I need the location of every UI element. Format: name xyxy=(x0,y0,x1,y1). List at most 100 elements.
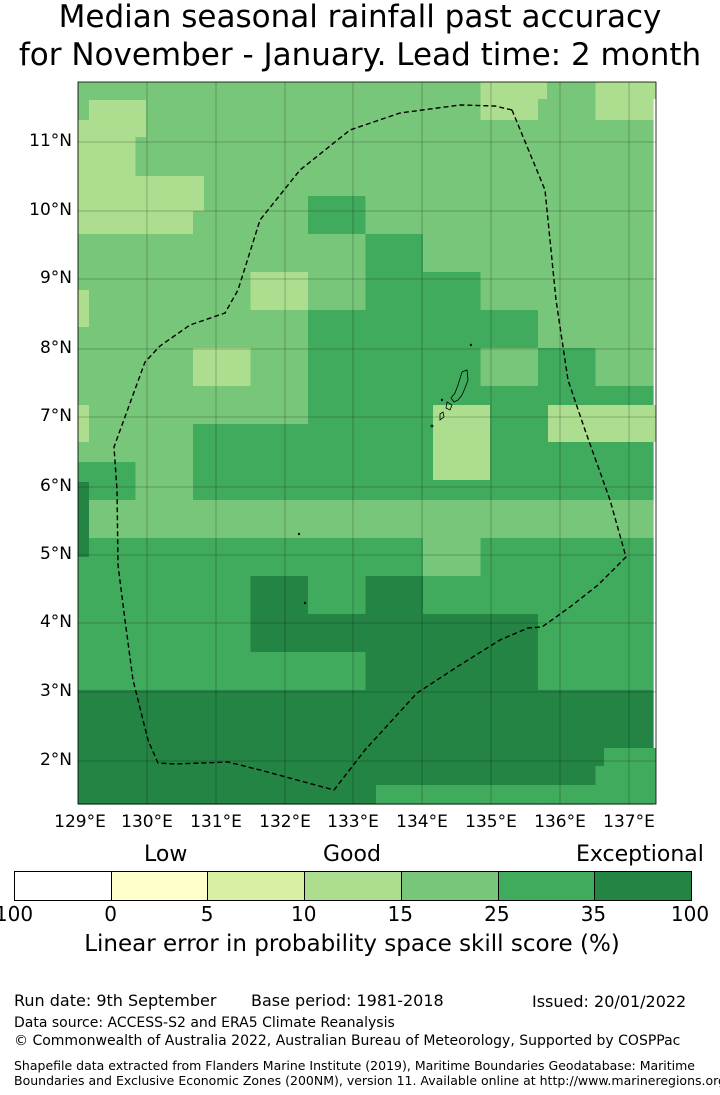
latitude-label: 10°N xyxy=(29,200,72,220)
skill-cell xyxy=(78,728,137,767)
latitude-label: 3°N xyxy=(39,681,72,701)
skill-cell xyxy=(193,120,252,159)
skill-cell xyxy=(423,500,482,539)
skill-cell xyxy=(250,500,309,539)
skill-cell xyxy=(308,690,367,729)
skill-cell xyxy=(250,348,309,387)
skill-cell xyxy=(595,538,654,577)
skill-cell xyxy=(193,462,252,501)
skill-cell xyxy=(595,310,654,349)
longitude-label: 134°E xyxy=(396,812,448,832)
skill-cell xyxy=(365,272,424,311)
skill-cell xyxy=(365,462,424,501)
skill-cell xyxy=(78,652,137,691)
skill-cell xyxy=(193,538,252,577)
skill-score-map xyxy=(77,81,657,805)
skill-cell xyxy=(480,462,539,501)
skill-cell xyxy=(538,538,597,577)
colorbar-tick-label: 10 xyxy=(290,902,317,926)
skill-cell xyxy=(480,272,539,311)
skill-cell xyxy=(250,82,309,121)
skill-cell xyxy=(480,234,539,273)
base-period: Base period: 1981-2018 xyxy=(251,991,444,1010)
skill-cell xyxy=(538,158,597,197)
skill-cell xyxy=(135,728,194,767)
colorbar-segment xyxy=(498,872,596,900)
skill-cell xyxy=(193,310,252,349)
skill-cell xyxy=(595,614,654,653)
latitude-label: 8°N xyxy=(39,338,72,358)
skill-cell xyxy=(308,766,367,805)
skill-cell xyxy=(250,196,309,235)
longitude-label: 130°E xyxy=(121,812,173,832)
skill-cell xyxy=(78,348,137,387)
skill-cell xyxy=(135,386,194,425)
longitude-label: 137°E xyxy=(603,812,655,832)
skill-cell xyxy=(135,576,194,615)
skill-cell xyxy=(423,158,482,197)
skill-cell xyxy=(308,158,367,197)
skill-cell xyxy=(250,538,309,577)
skill-cell xyxy=(423,614,482,653)
skill-cell xyxy=(78,766,137,805)
skill-cell xyxy=(595,690,654,729)
skill-cell xyxy=(538,614,597,653)
skill-cell xyxy=(193,424,252,463)
skill-cell xyxy=(250,462,309,501)
colorbar-segment xyxy=(15,872,112,900)
colorbar-tick-label: 35 xyxy=(580,902,607,926)
longitude-label: 135°E xyxy=(465,812,517,832)
copyright: © Commonwealth of Australia 2022, Austra… xyxy=(14,1033,681,1049)
skill-cell xyxy=(480,538,539,577)
skill-cell xyxy=(78,690,137,729)
skill-cell xyxy=(250,234,309,273)
skill-cell xyxy=(250,690,309,729)
skill-cell xyxy=(365,728,424,767)
skill-cell xyxy=(250,614,309,653)
skill-cell xyxy=(595,500,654,539)
skill-cell xyxy=(480,310,539,349)
skill-cell xyxy=(595,462,654,501)
skill-cell xyxy=(604,748,656,804)
skill-cell xyxy=(135,500,194,539)
skill-cell xyxy=(135,690,194,729)
skill-cell xyxy=(308,500,367,539)
skill-cell xyxy=(250,766,309,805)
skill-cell xyxy=(538,652,597,691)
skill-cell xyxy=(250,272,309,311)
skill-cell xyxy=(250,424,309,463)
skill-cell xyxy=(595,652,654,691)
skill-cell xyxy=(595,234,654,273)
legend-colorbar xyxy=(14,871,692,901)
skill-cell xyxy=(193,500,252,539)
skill-cell xyxy=(250,728,309,767)
data-source: Data source: ACCESS-S2 and ERA5 Climate … xyxy=(14,1015,395,1031)
skill-cell xyxy=(78,234,137,273)
latitude-label: 11°N xyxy=(29,131,72,151)
skill-cell xyxy=(595,272,654,311)
skill-cell xyxy=(480,120,539,159)
colorbar-tick-label: 100 xyxy=(670,902,710,926)
skill-cell xyxy=(538,234,597,273)
skill-cell xyxy=(538,196,597,235)
legend-category-good: Good xyxy=(323,842,381,867)
legend-label: Linear error in probability space skill … xyxy=(84,931,620,957)
skill-cell xyxy=(365,158,424,197)
skill-cell xyxy=(250,386,309,425)
skill-cell xyxy=(308,234,367,273)
colorbar-segment xyxy=(208,872,306,900)
skill-cell xyxy=(193,690,252,729)
skill-cell xyxy=(538,728,597,767)
legend-category-exceptional: Exceptional xyxy=(576,842,704,867)
skill-cell xyxy=(89,176,204,211)
skill-cell xyxy=(308,348,367,387)
map-title-line-2: for November - January. Lead time: 2 mon… xyxy=(18,37,702,73)
latitude-label: 5°N xyxy=(39,544,72,564)
skill-cell xyxy=(365,652,424,691)
skill-cell xyxy=(308,386,367,425)
colorbar-tick-label: 100 xyxy=(0,902,34,926)
skill-cell xyxy=(193,348,252,387)
skill-cell xyxy=(595,196,654,235)
skill-cell xyxy=(308,652,367,691)
skill-cell xyxy=(480,158,539,197)
